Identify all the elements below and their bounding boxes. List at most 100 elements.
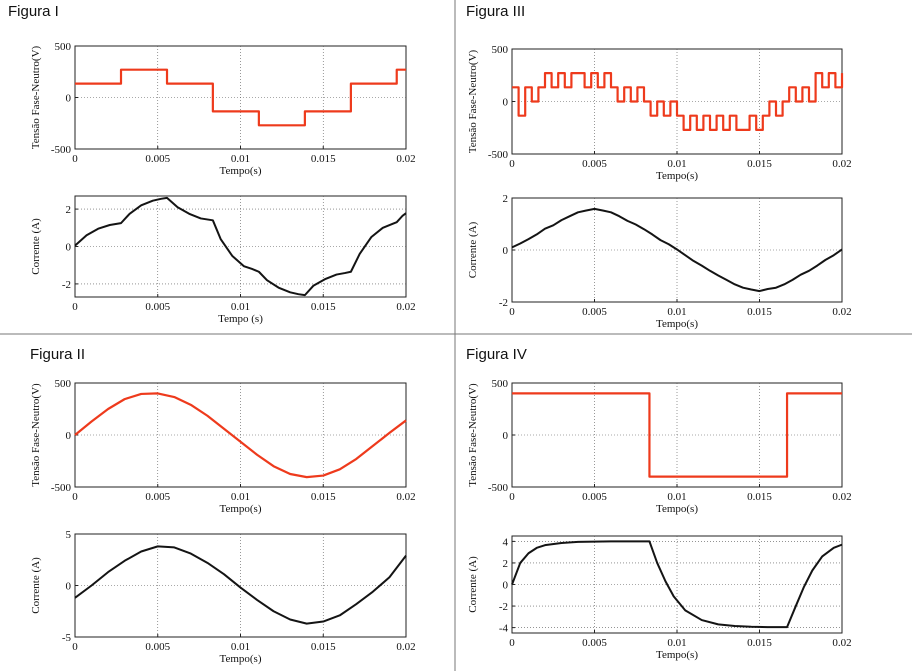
figure-iii-voltage-series-line	[512, 72, 844, 131]
figure-iv-voltage-y-axis-label: Tensão Fase-Neutro(V)	[467, 383, 479, 487]
figure-iv-current-series-line	[511, 540, 843, 629]
figure-iii-current-x-tick-label: 0.005	[582, 306, 607, 318]
figure-ii-current-y-tick-label: 0	[66, 581, 72, 593]
figure-i-current-y-tick-label: -2	[62, 279, 71, 291]
figure-ii-current-x-tick-label: 0	[72, 641, 78, 653]
figure-iii-voltage-y-tick-label: 0	[503, 97, 509, 109]
figure-i-current-x-axis-label: Tempo (s)	[218, 313, 263, 325]
figure-iii-current-y-axis-label: Corrente (A)	[467, 221, 479, 278]
figure-i-voltage-panel: 0 0.005 0.01 0.015 0.02-5000500Tempo(s)Tensã…	[30, 41, 416, 177]
figure-iv-voltage-y-tick-label: 500	[492, 378, 509, 390]
figure-i-current-y-tick-label: 2	[66, 204, 72, 216]
figure-iii-voltage-x-tick-label: 0.02	[832, 158, 851, 170]
figure-title-i: Figura I	[8, 3, 59, 20]
figure-i-voltage-series-line	[75, 68, 406, 127]
figure-ii-current-panel: 0 0.005 0.01 0.015 0.02-505Tempo(s)Corrente …	[30, 529, 416, 665]
figure-iv-voltage-y-tick-label: -500	[488, 482, 509, 494]
figure-iv-voltage-x-axis-label: Tempo(s)	[656, 503, 698, 515]
figure-i-voltage-y-axis-label: Tensão Fase-Neutro(V)	[30, 45, 42, 149]
figure-i-current-x-tick-label: 0	[72, 301, 78, 313]
figure-iv-current-y-tick-label: 2	[503, 558, 509, 570]
figure-iii-current-series-line	[511, 207, 843, 293]
figure-i-current-x-tick-label: 0.005	[145, 301, 170, 313]
figure-ii-voltage-x-axis-label: Tempo(s)	[220, 503, 262, 515]
figure-i-voltage-y-tick-label: 0	[66, 93, 72, 105]
figure-iii-current-x-axis-label: Tempo(s)	[656, 318, 698, 330]
figure-iv-current-x-tick-label: 0.01	[667, 637, 686, 649]
figure-iii-voltage-y-tick-label: -500	[488, 149, 509, 161]
figure-title-ii: Figura II	[30, 346, 85, 363]
figure-iii-current-panel: 0 0.005 0.01 0.015 0.02-202Tempo(s)Corrente …	[467, 193, 852, 330]
figure-ii-voltage-y-tick-label: 500	[55, 378, 72, 390]
figure-iii-voltage-panel: 0 0.005 0.01 0.015 0.02-5000500Tempo(s)Tensã…	[467, 44, 852, 182]
figure-iv-current-x-axis-label: Tempo(s)	[656, 649, 698, 661]
figure-iii-current-x-tick-label: 0.015	[747, 306, 772, 318]
figure-iv-voltage-x-tick-label: 0	[509, 491, 515, 503]
figure-iv-voltage-x-tick-label: 0.01	[667, 491, 686, 503]
figure-ii-voltage-panel: 0 0.005 0.01 0.015 0.02-5000500Tempo(s)Tensã…	[30, 378, 416, 515]
figure-iii-current-y-tick-label: 0	[503, 245, 509, 257]
figure-i-current-y-axis-label: Corrente (A)	[30, 218, 42, 275]
figure-iv-current-x-tick-label: 0	[509, 637, 515, 649]
figure-ii-current-x-tick-label: 0.005	[145, 641, 170, 653]
figure-iii-voltage-x-axis-label: Tempo(s)	[656, 170, 698, 182]
figure-ii-current-x-tick-label: 0.015	[311, 641, 336, 653]
figure-iii-voltage-y-axis-label: Tensão Fase-Neutro(V)	[467, 49, 479, 153]
figure-ii-voltage-x-tick-label: 0	[72, 491, 78, 503]
figure-ii-voltage-series-line	[74, 392, 407, 479]
figure-iv-current-panel: 0 0.005 0.01 0.015 0.02 -4 -2 0 2 4 Tempo(s) Corren…	[467, 535, 852, 661]
figure-ii-current-y-axis-label: Corrente (A)	[30, 557, 42, 614]
figure-iii-voltage-x-tick-label: 0.01	[667, 158, 686, 170]
figure-iv-voltage-x-tick-label: 0.005	[582, 491, 607, 503]
figure-iv-voltage-panel: 0 0.005 0.01 0.015 0.02-5000500Tempo(s)Tensã…	[467, 378, 852, 515]
figure-iv-current-y-axis-label: Corrente (A)	[467, 556, 479, 613]
figure-iv-current-y-tick-label: 0	[503, 580, 509, 592]
figure-iv-current-x-tick-label: 0.005	[582, 637, 607, 649]
figure-title-iv: Figura IV	[466, 346, 527, 363]
figure-i-voltage-x-tick-label: 0.015	[311, 153, 336, 165]
figure-ii-current-x-tick-label: 0.02	[396, 641, 415, 653]
figure-ii-voltage-y-tick-label: -500	[51, 482, 72, 494]
figure-ii-voltage-x-tick-label: 0.005	[145, 491, 170, 503]
figure-ii-current-x-tick-label: 0.01	[231, 641, 250, 653]
figure-i-voltage-x-tick-label: 0.02	[396, 153, 415, 165]
figure-iii-voltage-x-tick-label: 0.005	[582, 158, 607, 170]
figure-i-current-series-line	[74, 196, 407, 297]
figure-i-voltage-y-tick-label: 500	[55, 41, 72, 53]
figure-iv-current-y-tick-label: 4	[503, 536, 509, 548]
figure-i-voltage-x-tick-label: 0.01	[231, 153, 250, 165]
figure-i-voltage-x-axis-label: Tempo(s)	[220, 165, 262, 177]
figure-iii-voltage-y-tick-label: 500	[492, 44, 509, 56]
figure-iii-voltage-x-tick-label: 0.015	[747, 158, 772, 170]
figure-i-current-x-tick-label: 0.01	[231, 301, 250, 313]
figure-ii-voltage-x-tick-label: 0.01	[231, 491, 250, 503]
figure-i-voltage-y-tick-label: -500	[51, 144, 72, 156]
figure-iv-current-x-tick-label: 0.015	[747, 637, 772, 649]
figure-ii-voltage-x-tick-label: 0.015	[311, 491, 336, 503]
figure-iv-voltage-series-line	[512, 392, 842, 478]
figure-ii-voltage-y-tick-label: 0	[66, 430, 72, 442]
figure-i-voltage-x-tick-label: 0	[72, 153, 78, 165]
figure-ii-voltage-x-tick-label: 0.02	[396, 491, 415, 503]
figure-iv-voltage-y-tick-label: 0	[503, 430, 509, 442]
figure-iii-current-y-tick-label: 2	[503, 193, 509, 205]
figure-i-voltage-x-tick-label: 0.005	[145, 153, 170, 165]
figure-i-current-x-tick-label: 0.02	[396, 301, 415, 313]
figure-ii-current-y-tick-label: -5	[62, 632, 72, 644]
figure-iv-voltage-x-tick-label: 0.02	[832, 491, 851, 503]
figure-i-current-x-tick-label: 0.015	[311, 301, 336, 313]
figure-iii-voltage-x-tick-label: 0	[509, 158, 515, 170]
figure-ii-voltage-y-axis-label: Tensão Fase-Neutro(V)	[30, 383, 42, 487]
figure-iv-current-y-tick-label: -2	[499, 601, 508, 613]
figure-iii-current-y-tick-label: -2	[499, 297, 508, 309]
figure-iv-voltage-x-tick-label: 0.015	[747, 491, 772, 503]
figure-ii-current-x-axis-label: Tempo(s)	[220, 653, 262, 665]
figure-ii-current-series-line	[74, 545, 407, 625]
figure-iii-current-x-tick-label: 0.02	[832, 306, 851, 318]
figure-iv-current-x-tick-label: 0.02	[832, 637, 851, 649]
figure-title-iii: Figura III	[466, 3, 525, 20]
figure-iii-current-x-tick-label: 0.01	[667, 306, 686, 318]
figure-ii-current-y-tick-label: 5	[66, 529, 72, 541]
